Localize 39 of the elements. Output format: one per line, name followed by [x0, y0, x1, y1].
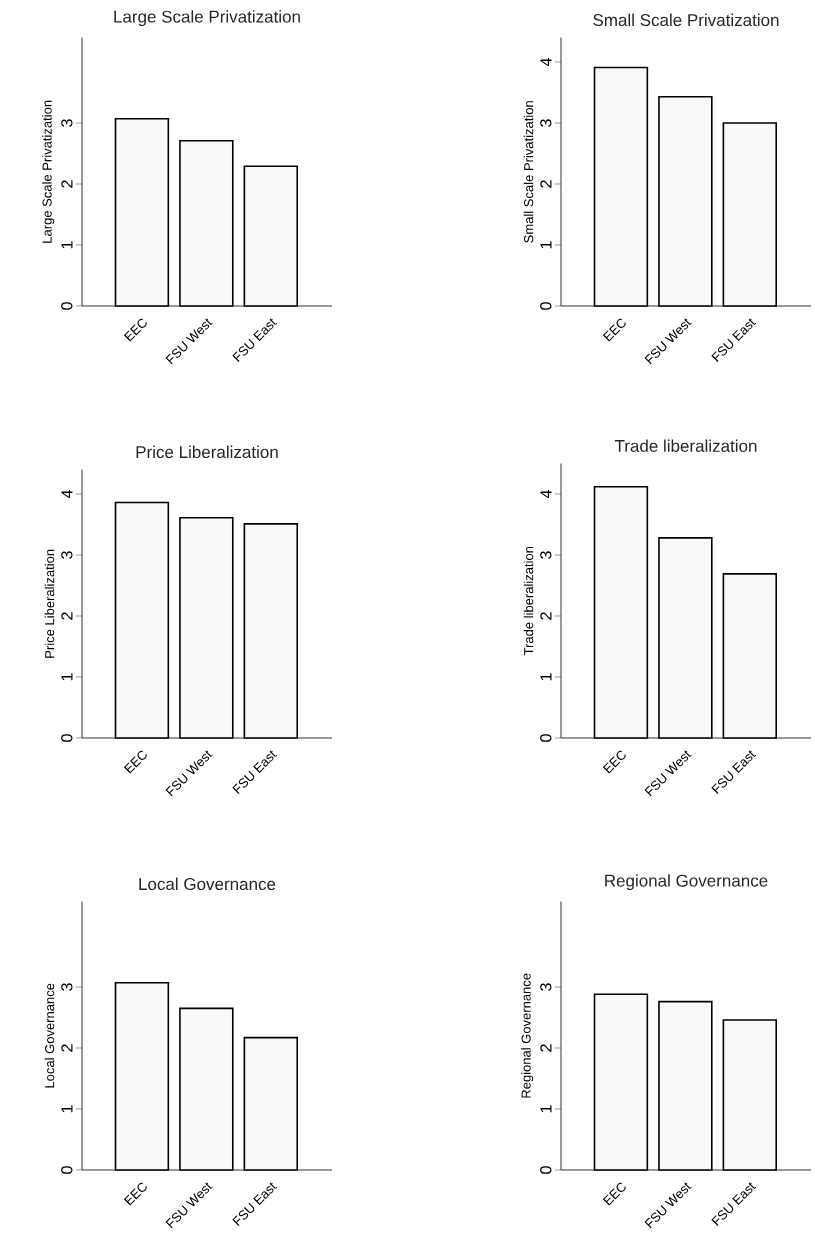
- y-tick-label: 1: [540, 241, 552, 249]
- y-tick-label: 3: [540, 983, 552, 991]
- y-tick-label: 1: [61, 1105, 73, 1113]
- chart-title: Trade liberalization: [614, 439, 757, 452]
- y-tick-label: 3: [61, 551, 73, 559]
- y-axis-title: Price Liberalization: [44, 549, 55, 658]
- y-axis-title: Large Scale Privatization: [42, 100, 55, 243]
- y-tick-label: 0: [540, 734, 552, 742]
- chart-title: Small Scale Privatization: [593, 13, 779, 27]
- y-tick-label: 3: [540, 551, 552, 559]
- y-tick-label: 2: [61, 180, 73, 188]
- chart-title: Price Liberalization: [136, 445, 278, 459]
- y-tick-label: 1: [61, 673, 73, 681]
- y-axis-title: Local Governance: [44, 983, 55, 1088]
- y-tick-label: 2: [540, 612, 552, 620]
- y-tick-label: 1: [540, 673, 552, 681]
- y-tick-label: 0: [540, 1166, 552, 1174]
- chart-title: Regional Governance: [605, 874, 768, 891]
- y-tick-label: 1: [540, 1105, 552, 1113]
- y-tick-label: 1: [61, 241, 73, 249]
- y-tick-label: 2: [540, 1044, 552, 1052]
- y-tick-label: 2: [61, 1044, 73, 1052]
- y-axis-title: Small Scale Privatization: [523, 101, 534, 243]
- y-tick-label: 0: [540, 302, 552, 310]
- y-tick-label: 3: [540, 119, 552, 127]
- y-tick-label: 3: [61, 983, 73, 991]
- y-tick-label: 0: [61, 734, 73, 742]
- y-axis-title: Trade liberalization: [523, 546, 534, 656]
- y-axis-title: Regional Governance: [521, 973, 534, 1098]
- chart-title: Local Governance: [139, 877, 276, 891]
- y-tick-label: 2: [61, 612, 73, 620]
- y-tick-label: 4: [540, 58, 552, 67]
- y-tick-label: 0: [61, 1166, 73, 1174]
- chart-title: Large Scale Privatization: [114, 10, 300, 27]
- y-tick-label: 4: [61, 490, 73, 499]
- y-tick-label: 3: [61, 119, 73, 127]
- y-tick-label: 4: [540, 490, 552, 499]
- y-tick-label: 0: [61, 302, 73, 310]
- y-tick-label: 2: [540, 180, 552, 188]
